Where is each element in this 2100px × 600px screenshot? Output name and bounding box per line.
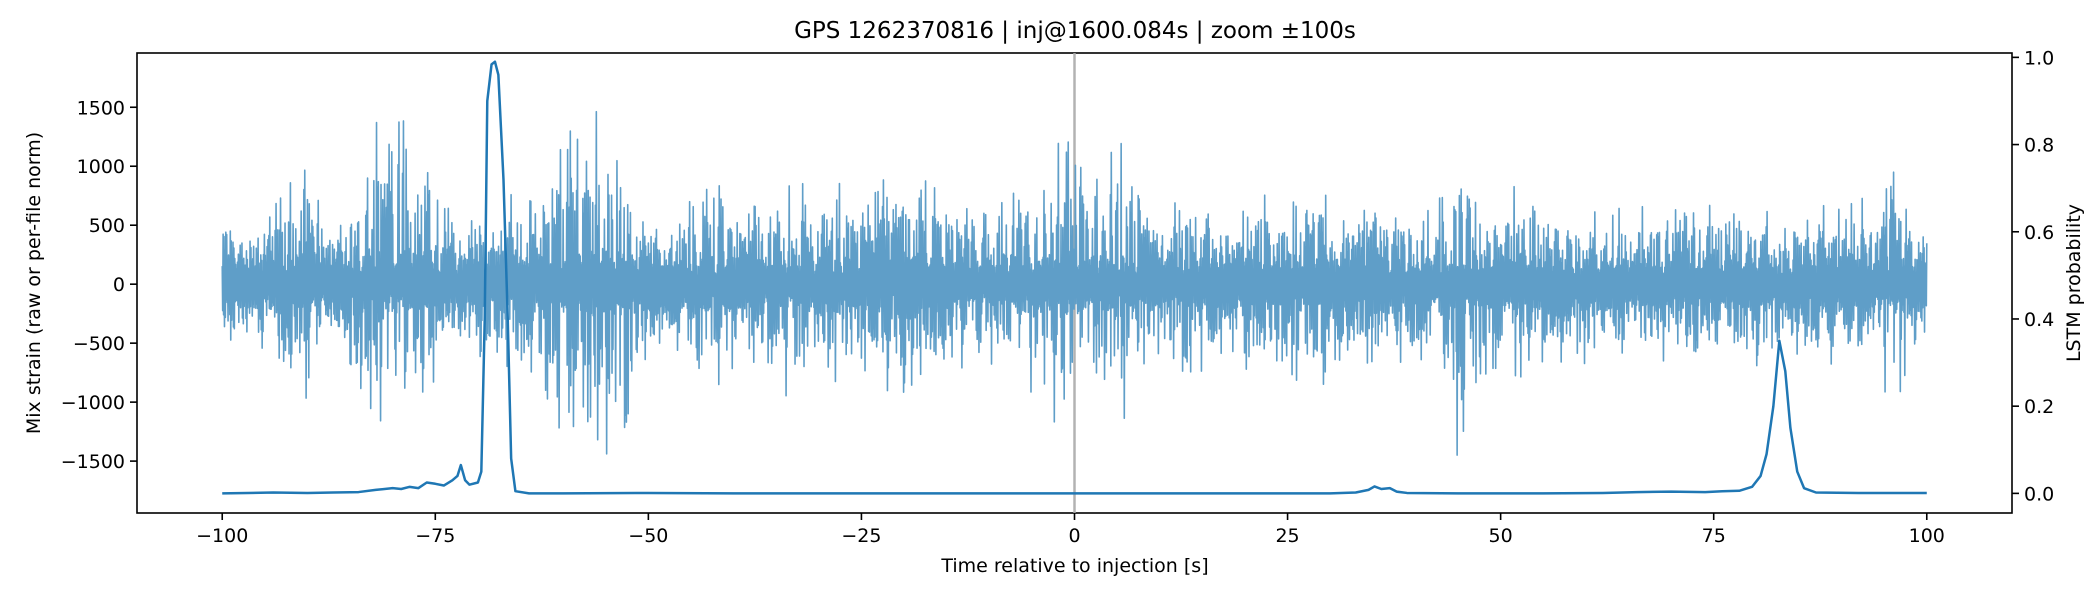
y-left-tick-label: −1500 [61, 451, 125, 473]
chart-title: GPS 1262370816 | inj@1600.084s | zoom ±1… [794, 18, 1356, 44]
x-tick-label: −100 [196, 525, 248, 547]
y-axis-left-label: Mix strain (raw or per-file norm) [23, 132, 45, 434]
y-axis-right: 0.0 0.2 0.4 0.6 0.8 1.0 [2012, 47, 2054, 505]
x-tick-label: −50 [628, 525, 668, 547]
y-left-tick-label: −500 [73, 333, 125, 355]
x-tick-label: 75 [1702, 525, 1726, 547]
y-left-tick-label: 0 [113, 274, 125, 296]
x-tick-label: −25 [841, 525, 881, 547]
y-axis-right-label: LSTM probability [2063, 204, 2085, 362]
y-left-tick-label: −1000 [61, 392, 125, 414]
y-right-tick-label: 1.0 [2024, 47, 2054, 69]
y-right-tick-label: 0.2 [2024, 396, 2054, 418]
series-lstm-probability [222, 60, 1927, 495]
x-tick-label: 25 [1275, 525, 1299, 547]
y-right-tick-label: 0.0 [2024, 483, 2054, 505]
y-left-tick-label: 1500 [77, 97, 125, 119]
x-tick-label: 100 [1909, 525, 1945, 547]
series-strain [221, 110, 1928, 456]
x-tick-label: −75 [415, 525, 455, 547]
y-axis-left: −1500 −1000 −500 0 500 1000 1500 [61, 97, 137, 473]
y-right-tick-label: 0.6 [2024, 222, 2054, 244]
y-left-tick-label: 500 [89, 215, 125, 237]
x-tick-label: 0 [1068, 525, 1080, 547]
y-right-tick-label: 0.8 [2024, 135, 2054, 157]
x-tick-label: 50 [1489, 525, 1513, 547]
x-axis-label: Time relative to injection [s] [940, 555, 1208, 577]
y-left-tick-label: 1000 [77, 156, 125, 178]
plot-area [136, 52, 2013, 514]
y-right-tick-label: 0.4 [2024, 309, 2054, 331]
x-axis: −100 −75 −50 −25 0 25 50 75 100 [196, 513, 1945, 547]
